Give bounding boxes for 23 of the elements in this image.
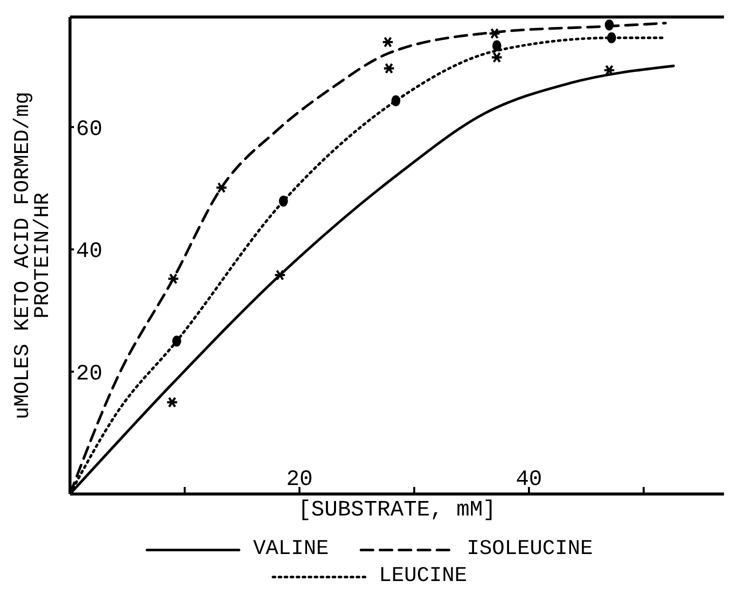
point — [382, 36, 394, 48]
point — [167, 273, 180, 284]
point — [215, 182, 228, 194]
point — [604, 19, 614, 30]
point — [607, 32, 616, 44]
legend-label: ISOLEUCINE — [466, 538, 593, 561]
point — [172, 336, 182, 347]
legend-label: LEUCINE — [378, 565, 468, 588]
point — [382, 62, 396, 74]
point — [490, 52, 503, 63]
point — [278, 196, 288, 207]
point — [391, 95, 400, 106]
point — [603, 64, 616, 76]
legend-label: VALINE — [253, 538, 329, 561]
y-tick-label: 60 — [76, 116, 102, 142]
y-axis-title: uMOLES KETO ACID FORMED/mg PROTEIN/HR — [12, 92, 55, 420]
point — [166, 396, 178, 408]
point — [488, 28, 501, 40]
x-axis-title: [SUBSTRATE, mM] — [298, 498, 496, 523]
y-tick-label: 20 — [76, 362, 102, 386]
point — [492, 40, 502, 52]
y-tick-label: 40 — [76, 239, 102, 264]
point — [274, 269, 286, 281]
